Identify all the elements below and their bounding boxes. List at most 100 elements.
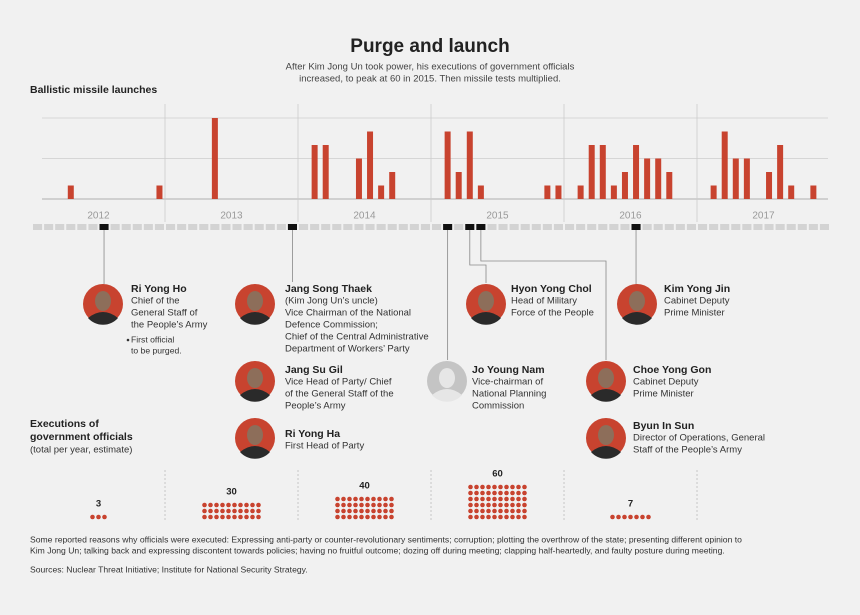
execution-dot [226, 514, 231, 520]
timeline-segment [775, 224, 785, 230]
execution-dot [616, 514, 621, 520]
bar [455, 172, 462, 199]
execution-dot [480, 502, 485, 508]
bar [156, 185, 163, 199]
person-role: Head of Military [511, 296, 577, 307]
execution-dot [214, 508, 219, 514]
execution-dot [353, 496, 358, 502]
bar [577, 185, 584, 199]
execution-dot [516, 496, 521, 502]
footnote: Kim Jong Un; talking back and expressing… [30, 545, 725, 555]
execution-dot [238, 502, 243, 508]
execution-dot [365, 508, 370, 514]
person-role: First Head of Party [285, 441, 364, 452]
timeline-segment [221, 224, 231, 230]
timeline-segment [553, 224, 563, 230]
person-role: Department of Workers’ Party [285, 344, 410, 355]
timeline-segment [576, 224, 586, 230]
value-label: 3 [96, 499, 101, 510]
value-label: 7 [628, 499, 633, 510]
timeline-segment [409, 224, 419, 230]
execution-dot [510, 514, 515, 520]
execution-dot [504, 514, 509, 520]
connector [480, 230, 607, 360]
execution-dot [522, 490, 527, 496]
execution-dot [90, 514, 95, 520]
bar [788, 185, 795, 199]
x-tick-label: 2012 [87, 211, 110, 222]
execution-dot [214, 502, 219, 508]
execution-dot [214, 514, 219, 520]
execution-dot [389, 508, 394, 514]
bar [810, 185, 817, 199]
subtitle: After Kim Jong Un took power, his execut… [286, 62, 575, 73]
execution-dot [522, 484, 527, 490]
execution-dot [516, 502, 521, 508]
x-tick-label: 2017 [752, 211, 775, 222]
execution-dot [474, 502, 479, 508]
execution-dot [622, 514, 627, 520]
person-role: Defence Commission; [285, 320, 378, 331]
execution-dot [347, 508, 352, 514]
execution-dot [498, 514, 503, 520]
execution-dot [468, 502, 473, 508]
execution-dot [250, 502, 255, 508]
chart-title: Ballistic missile launches [30, 84, 157, 96]
execution-dot [522, 514, 527, 520]
photo-body [240, 389, 270, 402]
execution-dot [359, 514, 364, 520]
person-role: Chief of the [131, 296, 180, 307]
execution-dot [383, 496, 388, 502]
execution-dot [341, 514, 346, 520]
execution-dot [510, 490, 515, 496]
execution-dot [238, 508, 243, 514]
person-role: of the General Staff of the [285, 389, 394, 400]
person-role: Vice Head of Party/ Chief [285, 377, 392, 388]
execution-dot [510, 502, 515, 508]
execution-dot [335, 514, 340, 520]
execution-dot [347, 496, 352, 502]
execution-dot [365, 496, 370, 502]
subtitle: increased, to peak at 60 in 2015. Then m… [299, 74, 561, 85]
bar [544, 185, 551, 199]
person-role: Commission [472, 401, 524, 412]
timeline-segment [243, 224, 253, 230]
bar [588, 145, 595, 199]
photo-body [240, 312, 270, 325]
person-name: Ri Yong Ha [285, 428, 340, 440]
execution-dot [516, 514, 521, 520]
execution-dot [522, 496, 527, 502]
timeline-segment [443, 224, 453, 230]
execution-dot [516, 484, 521, 490]
bar [721, 131, 728, 199]
bar [211, 118, 218, 199]
execution-dot [250, 514, 255, 520]
execution-dot [468, 490, 473, 496]
person-name: Choe Yong Gon [633, 364, 711, 376]
timeline-segment [276, 224, 286, 230]
execution-dot [256, 514, 261, 520]
timeline-segment [587, 224, 597, 230]
timeline-segment [321, 224, 331, 230]
execution-dot [492, 496, 497, 502]
execution-dot [353, 508, 358, 514]
execution-dot [347, 514, 352, 520]
photo-head [598, 368, 614, 388]
timeline-segment [66, 224, 76, 230]
timeline-segment [77, 224, 87, 230]
title: Purge and launch [350, 36, 509, 57]
photo-body [591, 446, 621, 459]
x-tick-label: 2015 [486, 211, 509, 222]
execution-dot [371, 496, 376, 502]
person-role: Force of the People [511, 308, 594, 319]
bar [322, 145, 329, 199]
execution-dot [486, 496, 491, 502]
execution-dot [377, 514, 382, 520]
execution-dot [244, 502, 249, 508]
chart-title: Executions of [30, 418, 99, 430]
execution-dot [202, 502, 207, 508]
timeline-segment [698, 224, 708, 230]
person-role: Staff of the People’s Army [633, 445, 742, 456]
timeline-segment [675, 224, 685, 230]
execution-dot [359, 496, 364, 502]
